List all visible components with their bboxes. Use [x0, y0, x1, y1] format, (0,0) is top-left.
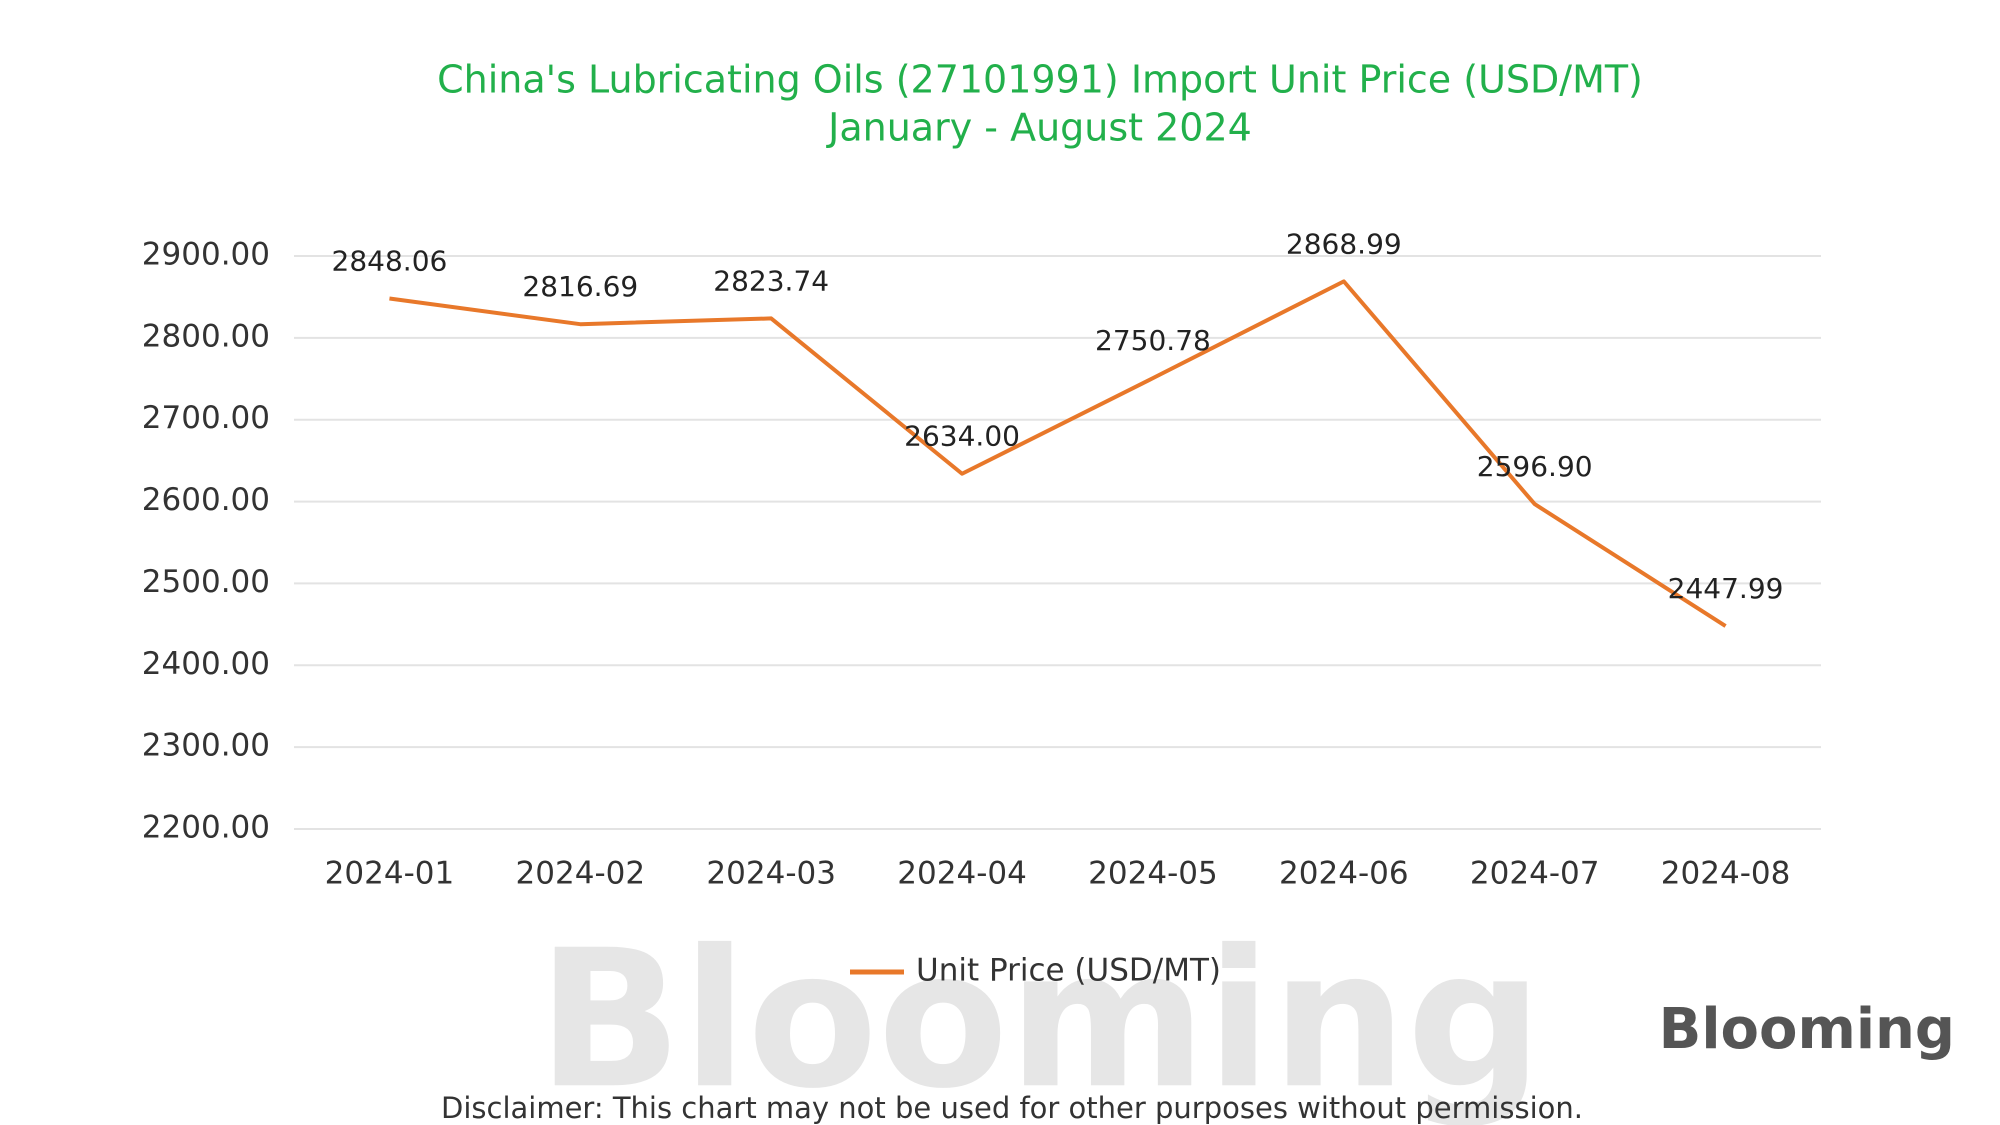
y-tick-label: 2200.00: [142, 810, 270, 846]
x-tick-label: 2024-06: [1279, 856, 1409, 892]
data-label: 2634.00: [904, 420, 1020, 453]
data-line: [389, 279, 1727, 628]
data-label: 2848.06: [332, 245, 448, 278]
y-tick-label: 2500.00: [142, 564, 270, 600]
x-tick-label: 2024-01: [325, 856, 455, 892]
data-label: 2816.69: [522, 270, 638, 303]
x-tick-label: 2024-02: [516, 856, 646, 892]
data-label: 2596.90: [1477, 450, 1593, 483]
watermark: Blooming: [537, 909, 1542, 1125]
data-label: 2447.99: [1668, 572, 1784, 605]
disclaimer: Disclaimer: This chart may not be used f…: [441, 1091, 1583, 1125]
data-label: 2750.78: [1095, 324, 1211, 357]
x-tick-label: 2024-05: [1088, 856, 1218, 892]
data-label: 2823.74: [713, 264, 829, 297]
x-tick-label: 2024-03: [706, 856, 836, 892]
y-tick-label: 2900.00: [142, 237, 270, 273]
x-tick-label: 2024-07: [1470, 856, 1600, 892]
y-tick-label: 2300.00: [142, 728, 270, 764]
x-tick-label: 2024-08: [1661, 856, 1791, 892]
chart-title: China's Lubricating Oils (27101991) Impo…: [437, 58, 1643, 102]
y-tick-label: 2400.00: [142, 646, 270, 682]
data-label: 2868.99: [1286, 227, 1402, 260]
legend-label: Unit Price (USD/MT): [916, 953, 1221, 989]
y-tick-label: 2800.00: [142, 318, 270, 354]
chart-subtitle: January - August 2024: [826, 106, 1252, 150]
logo: Blooming: [1659, 997, 1955, 1062]
y-tick-label: 2700.00: [142, 400, 270, 436]
x-tick-label: 2024-04: [897, 856, 1027, 892]
y-tick-label: 2600.00: [142, 482, 270, 518]
